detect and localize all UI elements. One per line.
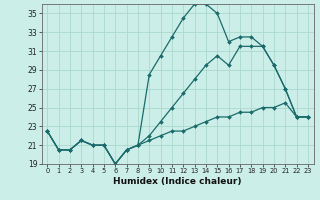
X-axis label: Humidex (Indice chaleur): Humidex (Indice chaleur) [113, 177, 242, 186]
